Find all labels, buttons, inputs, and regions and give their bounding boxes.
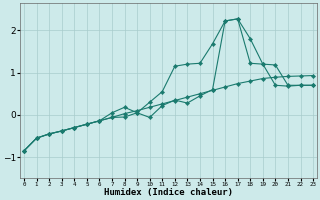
X-axis label: Humidex (Indice chaleur): Humidex (Indice chaleur) xyxy=(104,188,233,197)
